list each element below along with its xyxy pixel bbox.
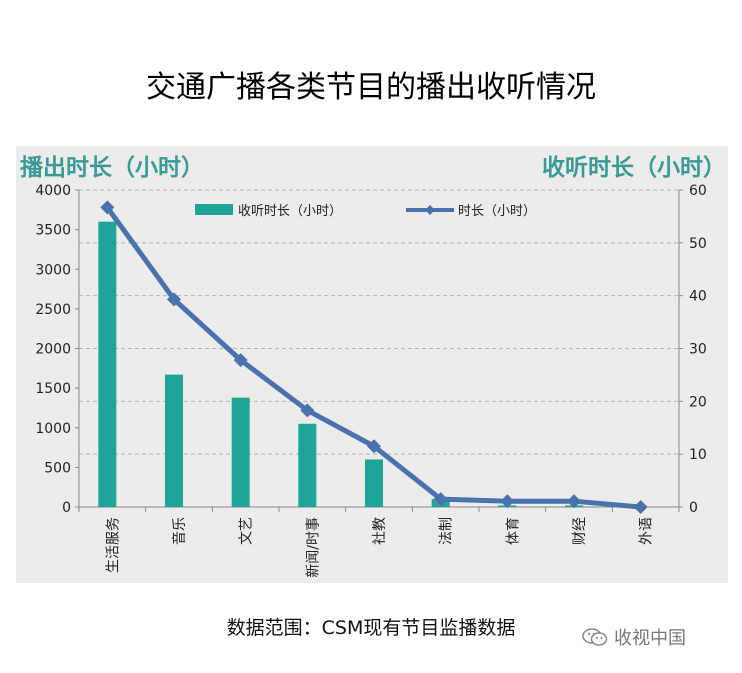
right-axis-title: 收听时长（小时） [542, 155, 726, 181]
right-tick-label: 30 [689, 342, 707, 358]
chart-panel [16, 146, 728, 583]
line-marker [367, 439, 381, 454]
left-tick-label: 4000 [35, 183, 71, 199]
left-tick-label: 3000 [35, 262, 71, 278]
watermark-text: 收视中国 [614, 628, 686, 649]
right-tick-label: 10 [689, 447, 707, 463]
left-tick-label: 0 [62, 500, 71, 516]
legend-bar-swatch [195, 204, 233, 215]
left-tick-label: 2500 [35, 302, 71, 318]
line-marker [100, 200, 115, 215]
line-marker [633, 500, 648, 514]
legend-line-marker [425, 205, 435, 215]
bar [98, 221, 117, 507]
line-marker [300, 403, 315, 418]
category-label: 生活服务 [105, 517, 121, 573]
category-label: 外语 [639, 517, 655, 545]
bar [298, 423, 317, 507]
legend-bar-label: 收听时长（小时） [238, 204, 342, 219]
chart: 0 500 1000 1500 2000 2500 3000 3500 4000 0 10 20 30 4… [35, 183, 707, 578]
right-tick-label: 20 [689, 394, 707, 410]
bar [165, 374, 183, 507]
category-label: 新闻/时事 [305, 517, 321, 578]
category-label: 财经 [572, 517, 588, 545]
category-label: 体育 [505, 517, 521, 545]
right-tick-label: 50 [689, 236, 707, 252]
page-title: 交通广播各类节目的播出收听情况 [146, 70, 596, 105]
data-source-note: 数据范围：CSM现有节目监播数据 [226, 617, 516, 639]
left-axis-title: 播出时长（小时） [20, 155, 204, 181]
line-marker [167, 292, 181, 307]
left-tick-label: 1500 [35, 381, 71, 397]
line-marker [433, 492, 448, 507]
line-marker [567, 494, 581, 509]
left-tick-label: 3500 [35, 223, 71, 239]
watermark: 收视中国 [582, 624, 686, 650]
wechat-icon [582, 628, 608, 646]
left-tick-label: 500 [44, 460, 71, 476]
category-label: 文艺 [239, 517, 255, 545]
bar [231, 397, 250, 507]
right-tick-label: 60 [689, 183, 707, 199]
right-tick-label: 40 [689, 289, 707, 305]
bar [365, 459, 383, 507]
line-marker [233, 353, 248, 368]
right-tick-label: 0 [689, 500, 698, 516]
category-label: 音乐 [171, 517, 188, 545]
legend-line-label: 时长（小时） [458, 204, 536, 219]
category-label: 法制 [439, 517, 455, 545]
category-label: 社教 [372, 517, 388, 545]
line-marker [500, 494, 515, 509]
left-tick-label: 1000 [35, 421, 71, 437]
left-tick-label: 2000 [35, 342, 71, 358]
